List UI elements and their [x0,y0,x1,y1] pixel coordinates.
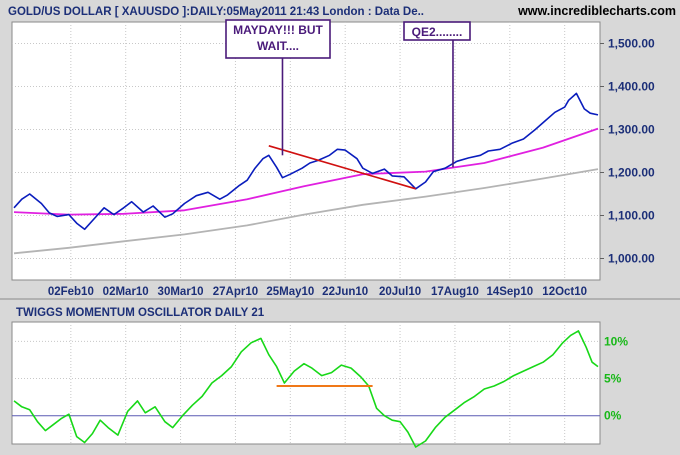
osc-y-tick-label: 5% [604,372,622,386]
price-y-tick-label: 1,500.00 [608,37,655,51]
moving-average-slow [13,168,599,255]
mayday-annotation-text: MAYDAY!!! BUT [233,23,323,37]
osc-y-tick-label: 10% [604,334,628,348]
site-watermark[interactable]: www.incrediblecharts.com [517,4,676,18]
annotations: MAYDAY!!! BUT WAIT.... QE2........ [225,19,471,168]
x-tick-label: 30Mar10 [158,286,204,298]
chart-title: GOLD/US DOLLAR [ XAUUSDO ]:DAILY:05May20… [8,6,424,18]
qe2-annotation-text: QE2........ [412,25,463,39]
x-tick-label: 02Feb10 [48,286,94,298]
x-tick-label: 17Aug10 [431,286,479,298]
x-tick-label: 02Mar10 [103,286,149,298]
x-tick-label: 20Jul10 [379,286,421,298]
trendline [268,145,416,190]
x-tick-label: 25May10 [266,286,314,298]
price-panel [11,21,601,281]
x-tick-label: 14Sep10 [486,286,533,298]
price-y-tick-label: 1,400.00 [608,80,655,94]
price-y-tick-label: 1,000.00 [608,252,655,266]
oscillator-y-axis: 0% 5% 10% [604,334,628,422]
oscillator-panel [11,321,601,445]
mayday-annotation-text: WAIT.... [257,39,299,53]
x-tick-label: 22Jun10 [322,286,368,298]
price-series [13,92,599,255]
moving-average-fast [13,127,599,216]
price-y-tick-label: 1,100.00 [608,209,655,223]
mayday-annotation-box [225,19,331,59]
x-tick-label: 27Apr10 [213,286,258,298]
x-tick-label: 12Oct10 [542,286,587,298]
oscillator-title: TWIGGS MOMENTUM OSCILLATOR DAILY 21 [16,307,265,319]
oscillator-line [13,330,599,448]
price-line [13,92,599,231]
oscillator-series [12,330,600,448]
x-axis: 02Feb10 02Mar10 30Mar10 27Apr10 25May10 22Jun… [48,286,587,298]
oscillator-grid [12,322,600,444]
price-y-tick-label: 1,300.00 [608,123,655,137]
osc-y-tick-label: 0% [604,409,622,423]
qe2-annotation-box [403,21,471,41]
price-y-axis: 1,000.00 1,100.00 1,200.00 1,300.00 1,400.00… [600,37,655,266]
price-y-tick-label: 1,200.00 [608,166,655,180]
